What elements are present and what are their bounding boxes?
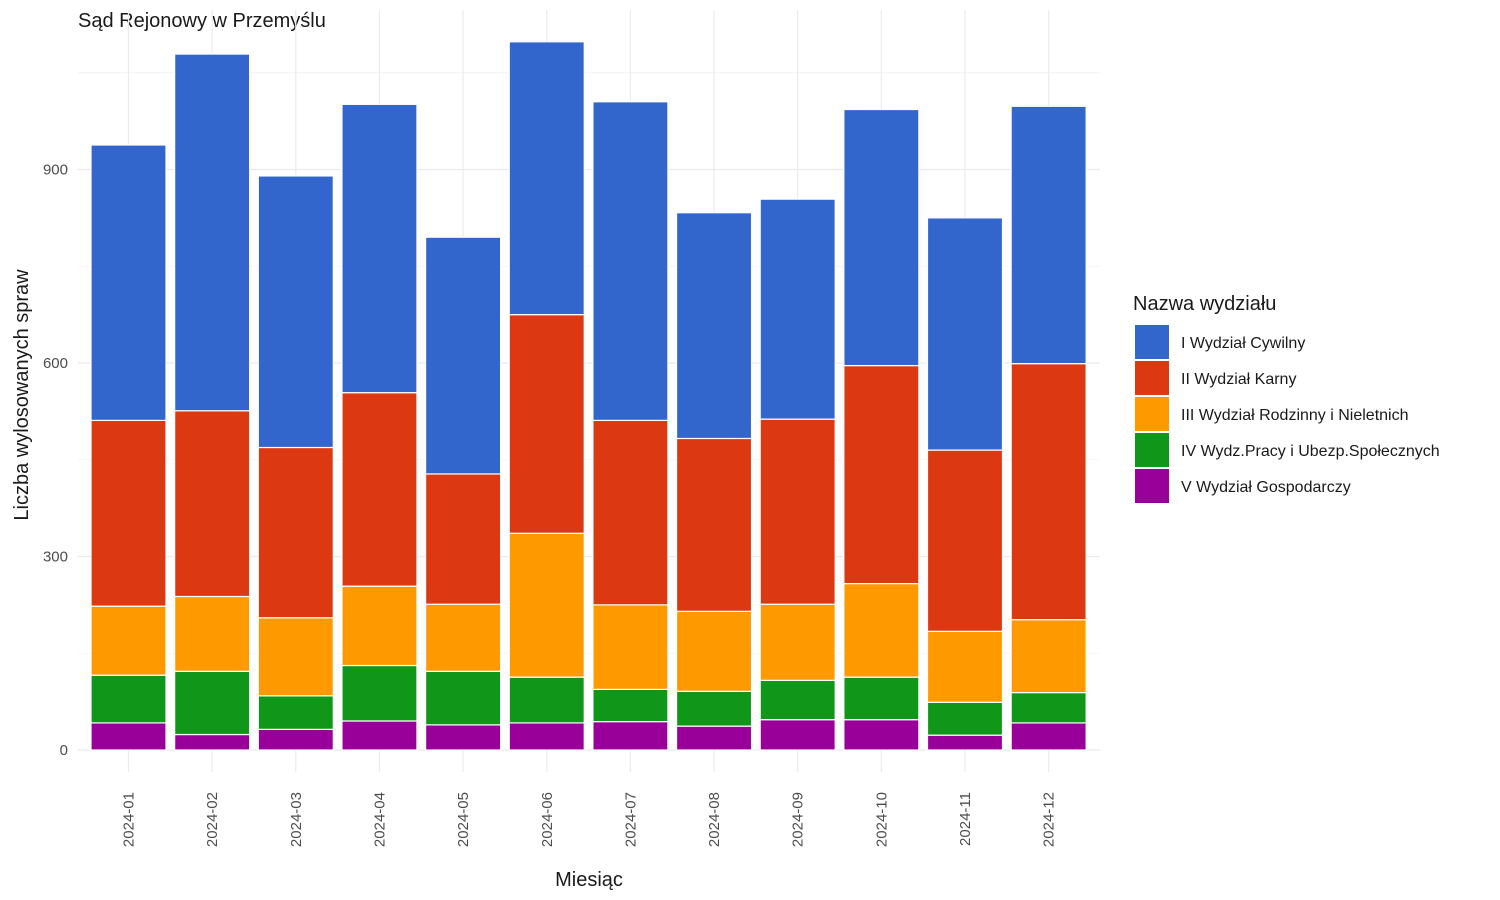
bar-segment-2024-01-s0 [90,722,167,751]
bar-segment-2024-07-s3 [592,419,669,606]
legend: Nazwa wydziału I Wydział Cywilny II Wydzi… [1133,293,1440,503]
bar-segment-2024-09-s0 [759,719,836,751]
bar-segment-2024-05-s2 [425,603,502,672]
bar-segment-2024-04-s0 [341,720,418,751]
x-tick-label: 2024-11 [957,792,974,846]
y-axis-ticks: 0 300 600 900 [43,162,68,760]
bar-segment-2024-07-s0 [592,721,669,751]
bar-segment-2024-11-s4 [926,217,1004,451]
bar-segment-2024-04-s1 [341,664,418,722]
bar-segment-2024-01-s4 [90,144,167,422]
bar-segment-2024-04-s3 [341,392,418,587]
y-tick-label: 300 [43,549,68,566]
bar-segment-2024-05-s4 [425,236,502,475]
bar-segment-2024-03-s2 [257,617,334,697]
bar-segment-2024-12-s2 [1010,619,1087,694]
bar-segment-2024-02-s4 [174,53,251,412]
bar-segment-2024-11-s3 [926,449,1004,632]
legend-swatch [1135,325,1169,359]
legend-swatch [1135,433,1169,467]
bar-segment-2024-02-s2 [174,595,251,672]
bar-segment-2024-03-s3 [257,446,334,619]
bar-segment-2024-08-s0 [675,725,753,751]
bar-segment-2024-03-s4 [257,175,334,449]
bar-segment-2024-12-s3 [1010,363,1087,621]
bar-segment-2024-10-s2 [843,582,920,678]
x-tick-label: 2024-04 [371,792,388,847]
bar-segment-2024-02-s0 [174,733,251,751]
x-tick-label: 2024-05 [455,792,472,847]
x-tick-label: 2024-02 [204,792,221,847]
bar-segment-2024-08-s1 [675,690,753,727]
bar-segment-2024-02-s1 [174,670,251,736]
legend-label: III Wydział Rodzinny i Nieletnich [1181,407,1409,424]
bar-segment-2024-08-s3 [675,437,753,612]
bar-segment-2024-04-s4 [341,103,418,394]
legend-label: II Wydział Karny [1181,371,1296,388]
bar-segment-2024-01-s3 [90,419,167,607]
x-tick-label: 2024-08 [706,792,723,847]
bar-segment-2024-05-s3 [425,473,502,605]
bar-segment-2024-01-s2 [90,605,167,676]
bar-segment-2024-01-s1 [90,674,167,724]
bar-segment-2024-11-s2 [926,630,1004,703]
bars [90,41,1087,751]
bar-segment-2024-10-s1 [843,676,920,721]
bar-segment-2024-05-s0 [425,724,502,751]
y-tick-label: 900 [43,162,68,179]
bar-segment-2024-12-s1 [1010,691,1087,724]
x-tick-label: 2024-09 [790,792,807,847]
bar-segment-2024-06-s0 [508,722,585,751]
x-tick-label: 2024-06 [539,792,556,847]
bar-segment-2024-06-s2 [508,532,585,678]
bar-segment-2024-07-s4 [592,101,669,422]
x-tick-label: 2024-12 [1041,792,1058,847]
bar-segment-2024-11-s0 [926,734,1004,751]
bar-segment-2024-12-s4 [1010,105,1087,365]
x-tick-label: 2024-07 [622,792,639,847]
bar-segment-2024-09-s3 [759,418,836,605]
bar-segment-2024-10-s0 [843,719,920,751]
y-tick-label: 0 [60,742,68,759]
legend-label: I Wydział Cywilny [1181,335,1305,352]
x-tick-label: 2024-03 [288,792,305,847]
bar-segment-2024-06-s1 [508,676,585,724]
bar-segment-2024-04-s2 [341,585,418,667]
legend-swatch [1135,397,1169,431]
bar-segment-2024-09-s1 [759,679,836,721]
bar-segment-2024-06-s3 [508,314,585,534]
chart-title: Sąd Rejonowy w Przemyślu [78,10,326,32]
bar-segment-2024-02-s3 [174,410,251,598]
x-axis-ticks: 2024-01 2024-02 2024-03 2024-04 2024-05 2024-… [121,792,1058,847]
bar-segment-2024-07-s1 [592,688,669,723]
bar-segment-2024-06-s4 [508,41,585,316]
y-tick-label: 600 [43,355,68,372]
bar-segment-2024-03-s1 [257,695,334,730]
bar-segment-2024-09-s4 [759,198,836,420]
bar-segment-2024-05-s1 [425,670,502,726]
bar-segment-2024-10-s3 [843,364,920,585]
bar-segment-2024-03-s0 [257,728,334,751]
x-tick-label: 2024-10 [873,792,890,847]
bar-segment-2024-09-s2 [759,603,836,681]
bar-segment-2024-08-s2 [675,610,753,692]
legend-label: IV Wydz.Pracy i Ubezp.Społecznych [1181,443,1440,460]
legend-swatch [1135,469,1169,503]
y-axis-title: Liczba wylosowanych spraw [11,269,33,521]
x-tick-label: 2024-01 [121,792,138,847]
bar-segment-2024-12-s0 [1010,722,1087,751]
legend-label: V Wydział Gospodarczy [1181,479,1351,496]
legend-swatch [1135,361,1169,395]
bar-segment-2024-10-s4 [843,108,920,367]
bar-segment-2024-07-s2 [592,604,669,690]
bar-segment-2024-08-s4 [675,212,753,440]
legend-title: Nazwa wydziału [1133,293,1276,315]
x-axis-title: Miesiąc [555,869,623,891]
bar-segment-2024-11-s1 [926,701,1004,736]
